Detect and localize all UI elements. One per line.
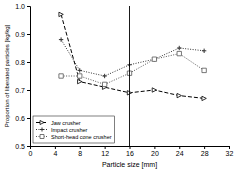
point	[102, 82, 106, 86]
tick: 28	[201, 146, 209, 157]
chart: 0 4 8 12 16 20 24 28 32 0.5 0.6 0.7 0.8 0.9 1.0 Jaw cru…	[0, 0, 237, 170]
tick-label: 4	[53, 150, 57, 157]
tick-label: 32	[226, 150, 234, 157]
tick-mark	[204, 146, 205, 149]
tick-mark	[179, 146, 180, 149]
tick: 0	[29, 146, 33, 157]
y-axis: 0.5 0.6 0.7 0.8 0.9 1.0	[15, 3, 30, 150]
tick-label: 28	[201, 150, 209, 157]
tick-mark	[27, 90, 30, 91]
point	[59, 74, 63, 78]
tick-mark	[229, 146, 230, 149]
tick-label: 12	[101, 150, 109, 157]
tick: 20	[151, 146, 159, 157]
point	[202, 96, 206, 100]
tick-label: 16	[126, 150, 134, 157]
point	[78, 74, 82, 78]
tick: 0.9	[15, 31, 30, 38]
tick: 32	[226, 146, 234, 157]
x-axis-title: Particle size [mm]	[102, 161, 157, 169]
tick-label: 0.6	[15, 115, 25, 122]
legend-box	[33, 116, 115, 143]
legend-label: Jaw crusher	[51, 120, 81, 126]
legend: Jaw crusherImpact crusherShort-head cone…	[33, 116, 115, 143]
series-line	[61, 40, 204, 76]
point	[152, 57, 156, 61]
point	[59, 37, 63, 41]
tick: 0.5	[15, 143, 30, 150]
tick-mark	[105, 146, 106, 149]
legend-marker	[40, 121, 44, 125]
tick-label: 24	[176, 150, 184, 157]
tick: 1.0	[15, 3, 30, 10]
tick-mark	[55, 146, 56, 149]
tick-mark	[27, 6, 30, 7]
tick: 0.7	[15, 87, 30, 94]
series-line	[61, 14, 204, 98]
tick-label: 0.5	[15, 143, 25, 150]
plot: 0 4 8 12 16 20 24 28 32 0.5 0.6 0.7 0.8 0.9 1.0 Jaw cru…	[15, 3, 233, 157]
point	[177, 46, 181, 50]
tick-label: 1.0	[15, 3, 25, 10]
tick-mark	[27, 118, 30, 119]
point	[102, 74, 106, 78]
tick-mark	[130, 146, 131, 149]
point	[59, 12, 63, 16]
tick-mark	[27, 146, 30, 147]
tick-mark	[27, 62, 30, 63]
tick: 0.6	[15, 115, 30, 122]
x-axis: 0 4 8 12 16 20 24 28 32	[29, 146, 234, 157]
tick: 4	[53, 146, 57, 157]
x-axis-line	[31, 147, 230, 150]
y-axis-title: Proportion of liberated particles [kg/kg…	[4, 24, 10, 127]
tick-mark	[154, 146, 155, 149]
tick-label: 0.9	[15, 31, 25, 38]
tick: 12	[101, 146, 109, 157]
point	[177, 51, 181, 55]
legend-label: Impact crusher	[51, 127, 88, 133]
tick: 0.8	[15, 59, 30, 66]
vertical-line	[129, 6, 130, 146]
legend-marker	[40, 135, 44, 139]
tick: 16	[126, 146, 134, 157]
tick-label: 0.7	[15, 87, 25, 94]
point	[177, 93, 181, 97]
tick-label: 0.8	[15, 59, 25, 66]
point	[202, 49, 206, 53]
legend-label: Short-head cone crusher	[51, 134, 112, 140]
tick: 8	[78, 146, 82, 157]
point	[78, 79, 82, 83]
legend-marker	[40, 128, 44, 132]
tick-mark	[27, 34, 30, 35]
point	[152, 88, 156, 92]
y-axis-line	[27, 7, 31, 147]
series-line	[61, 54, 204, 85]
tick-label: 0	[29, 150, 33, 157]
tick-label: 20	[151, 150, 159, 157]
tick-mark	[80, 146, 81, 149]
point	[152, 57, 156, 61]
tick-label: 8	[78, 150, 82, 157]
point	[78, 68, 82, 72]
point	[202, 68, 206, 72]
tick: 24	[176, 146, 184, 157]
